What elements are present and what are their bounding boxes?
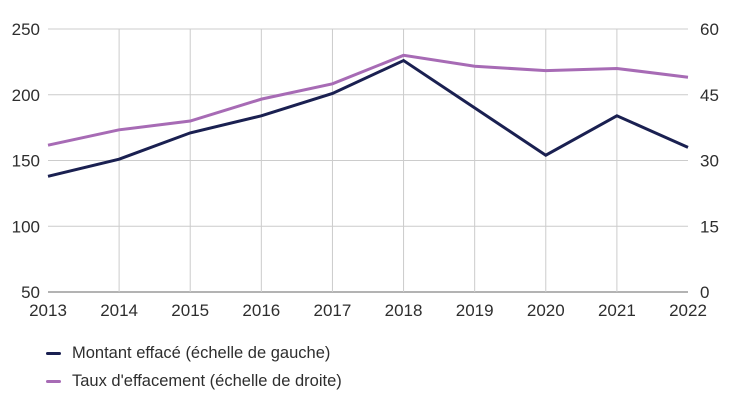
legend-item-montant-efface: Montant effacé (échelle de gauche) xyxy=(46,341,342,365)
series-line-0 xyxy=(47,58,689,178)
x-axis-tick-label: 2019 xyxy=(456,301,494,320)
legend-label-montant-efface: Montant effacé (échelle de gauche) xyxy=(72,343,331,362)
right-axis-tick-label: 45 xyxy=(700,86,719,105)
right-axis-tick-label: 0 xyxy=(700,283,709,302)
x-axis-tick-label: 2018 xyxy=(385,301,423,320)
left-axis-tick-label: 150 xyxy=(12,152,40,171)
legend-item-taux-effacement: Taux d'effacement (échelle de droite) xyxy=(46,369,342,393)
right-axis-tick-label: 60 xyxy=(700,20,719,39)
x-axis-tick-label: 2021 xyxy=(598,301,636,320)
left-axis-tick-label: 50 xyxy=(21,283,40,302)
x-axis-tick-label: 2015 xyxy=(171,301,209,320)
line-chart: 250 200 150 100 50 60 45 30 15 0 2013 2014 2015 2016 2… xyxy=(12,20,719,320)
right-axis-tick-label: 30 xyxy=(700,152,719,171)
x-axis-tick-label: 2017 xyxy=(314,301,352,320)
x-axis-tick-label: 2022 xyxy=(669,301,707,320)
chart-legend: Montant effacé (échelle de gauche) Taux … xyxy=(46,341,342,393)
left-axis-tick-label: 200 xyxy=(12,86,40,105)
left-axis-tick-label: 100 xyxy=(12,217,40,236)
legend-swatch-taux-effacement xyxy=(46,379,61,383)
right-axis-tick-label: 15 xyxy=(700,217,719,236)
legend-label-taux-effacement: Taux d'effacement (échelle de droite) xyxy=(72,371,342,390)
series-line-1 xyxy=(47,53,689,147)
x-axis-tick-label: 2013 xyxy=(29,301,67,320)
x-axis-tick-label: 2020 xyxy=(527,301,565,320)
x-axis-tick-label: 2016 xyxy=(242,301,280,320)
x-axis-tick-label: 2014 xyxy=(100,301,138,320)
legend-swatch-montant-efface xyxy=(46,351,61,355)
left-axis-tick-label: 250 xyxy=(12,20,40,39)
